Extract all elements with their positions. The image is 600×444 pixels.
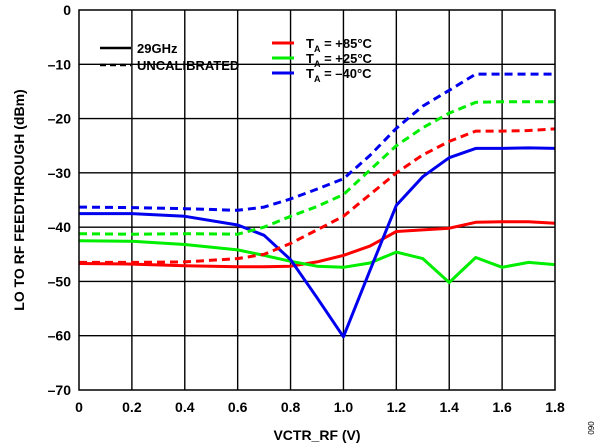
y-tick-label: 0 — [63, 2, 71, 18]
legend-label-uncalibrated: UNCALIBRATED — [137, 58, 239, 73]
y-tick-labels: 0 –10 –20 –30 –40 –50 –60 –70 — [48, 2, 72, 398]
legend-label-temperature: TA = +85°C — [306, 36, 373, 54]
y-tick-label: –50 — [48, 273, 72, 289]
y-tick-label: –70 — [48, 382, 72, 398]
legend: 29GHz UNCALIBRATED TA = +85°CTA = +25°CT… — [100, 36, 373, 84]
x-tick-label: 0.4 — [175, 399, 195, 415]
x-tick-label: 1.8 — [545, 399, 565, 415]
x-axis-title: VCTR_RF (V) — [273, 427, 360, 443]
figure-id: 090 — [587, 421, 596, 435]
y-tick-label: –20 — [48, 111, 72, 127]
x-tick-label: 1.2 — [387, 399, 407, 415]
x-tick-label: 1.6 — [492, 399, 512, 415]
series-line-plus85c-dashed — [79, 127, 555, 264]
grid — [79, 10, 555, 390]
y-tick-label: –10 — [48, 56, 72, 72]
x-tick-label: 0.8 — [281, 399, 301, 415]
series-line-minus40c-solid — [79, 146, 555, 339]
series-group — [79, 72, 555, 339]
x-tick-label: 1.4 — [439, 399, 459, 415]
y-tick-label: –40 — [48, 219, 72, 235]
plot-area — [79, 10, 555, 390]
y-tick-label: –60 — [48, 328, 72, 344]
series-line-plus25c-dashed — [79, 100, 555, 236]
series-line-minus40c-dashed — [79, 72, 555, 212]
x-tick-label: 1.0 — [334, 399, 354, 415]
legend-label-temperature: TA = +25°C — [306, 51, 373, 69]
y-axis-title: LO TO RF FEEDTHROUGH (dBm) — [11, 89, 27, 310]
x-tick-label: 0 — [75, 399, 83, 415]
y-tick-label: –30 — [48, 165, 72, 181]
series-line-plus85c-solid — [79, 220, 555, 269]
legend-label-temperature: TA = –40°C — [306, 66, 372, 84]
series-line-plus25c-solid — [79, 239, 555, 284]
x-tick-label: 0.6 — [228, 399, 248, 415]
x-tick-label: 0.2 — [122, 399, 142, 415]
plot-frame — [78, 9, 556, 391]
x-tick-labels: 0 0.2 0.4 0.6 0.8 1.0 1.2 1.4 1.6 1.8 — [75, 399, 565, 415]
legend-label-29ghz: 29GHz — [137, 41, 178, 56]
